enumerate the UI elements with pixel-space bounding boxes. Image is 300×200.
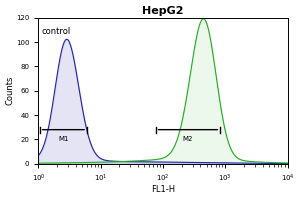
Text: M2: M2: [183, 136, 193, 142]
Y-axis label: Counts: Counts: [6, 76, 15, 105]
Text: control: control: [42, 27, 71, 36]
X-axis label: FL1-H: FL1-H: [151, 185, 175, 194]
Text: M1: M1: [58, 136, 69, 142]
Title: HepG2: HepG2: [142, 6, 184, 16]
